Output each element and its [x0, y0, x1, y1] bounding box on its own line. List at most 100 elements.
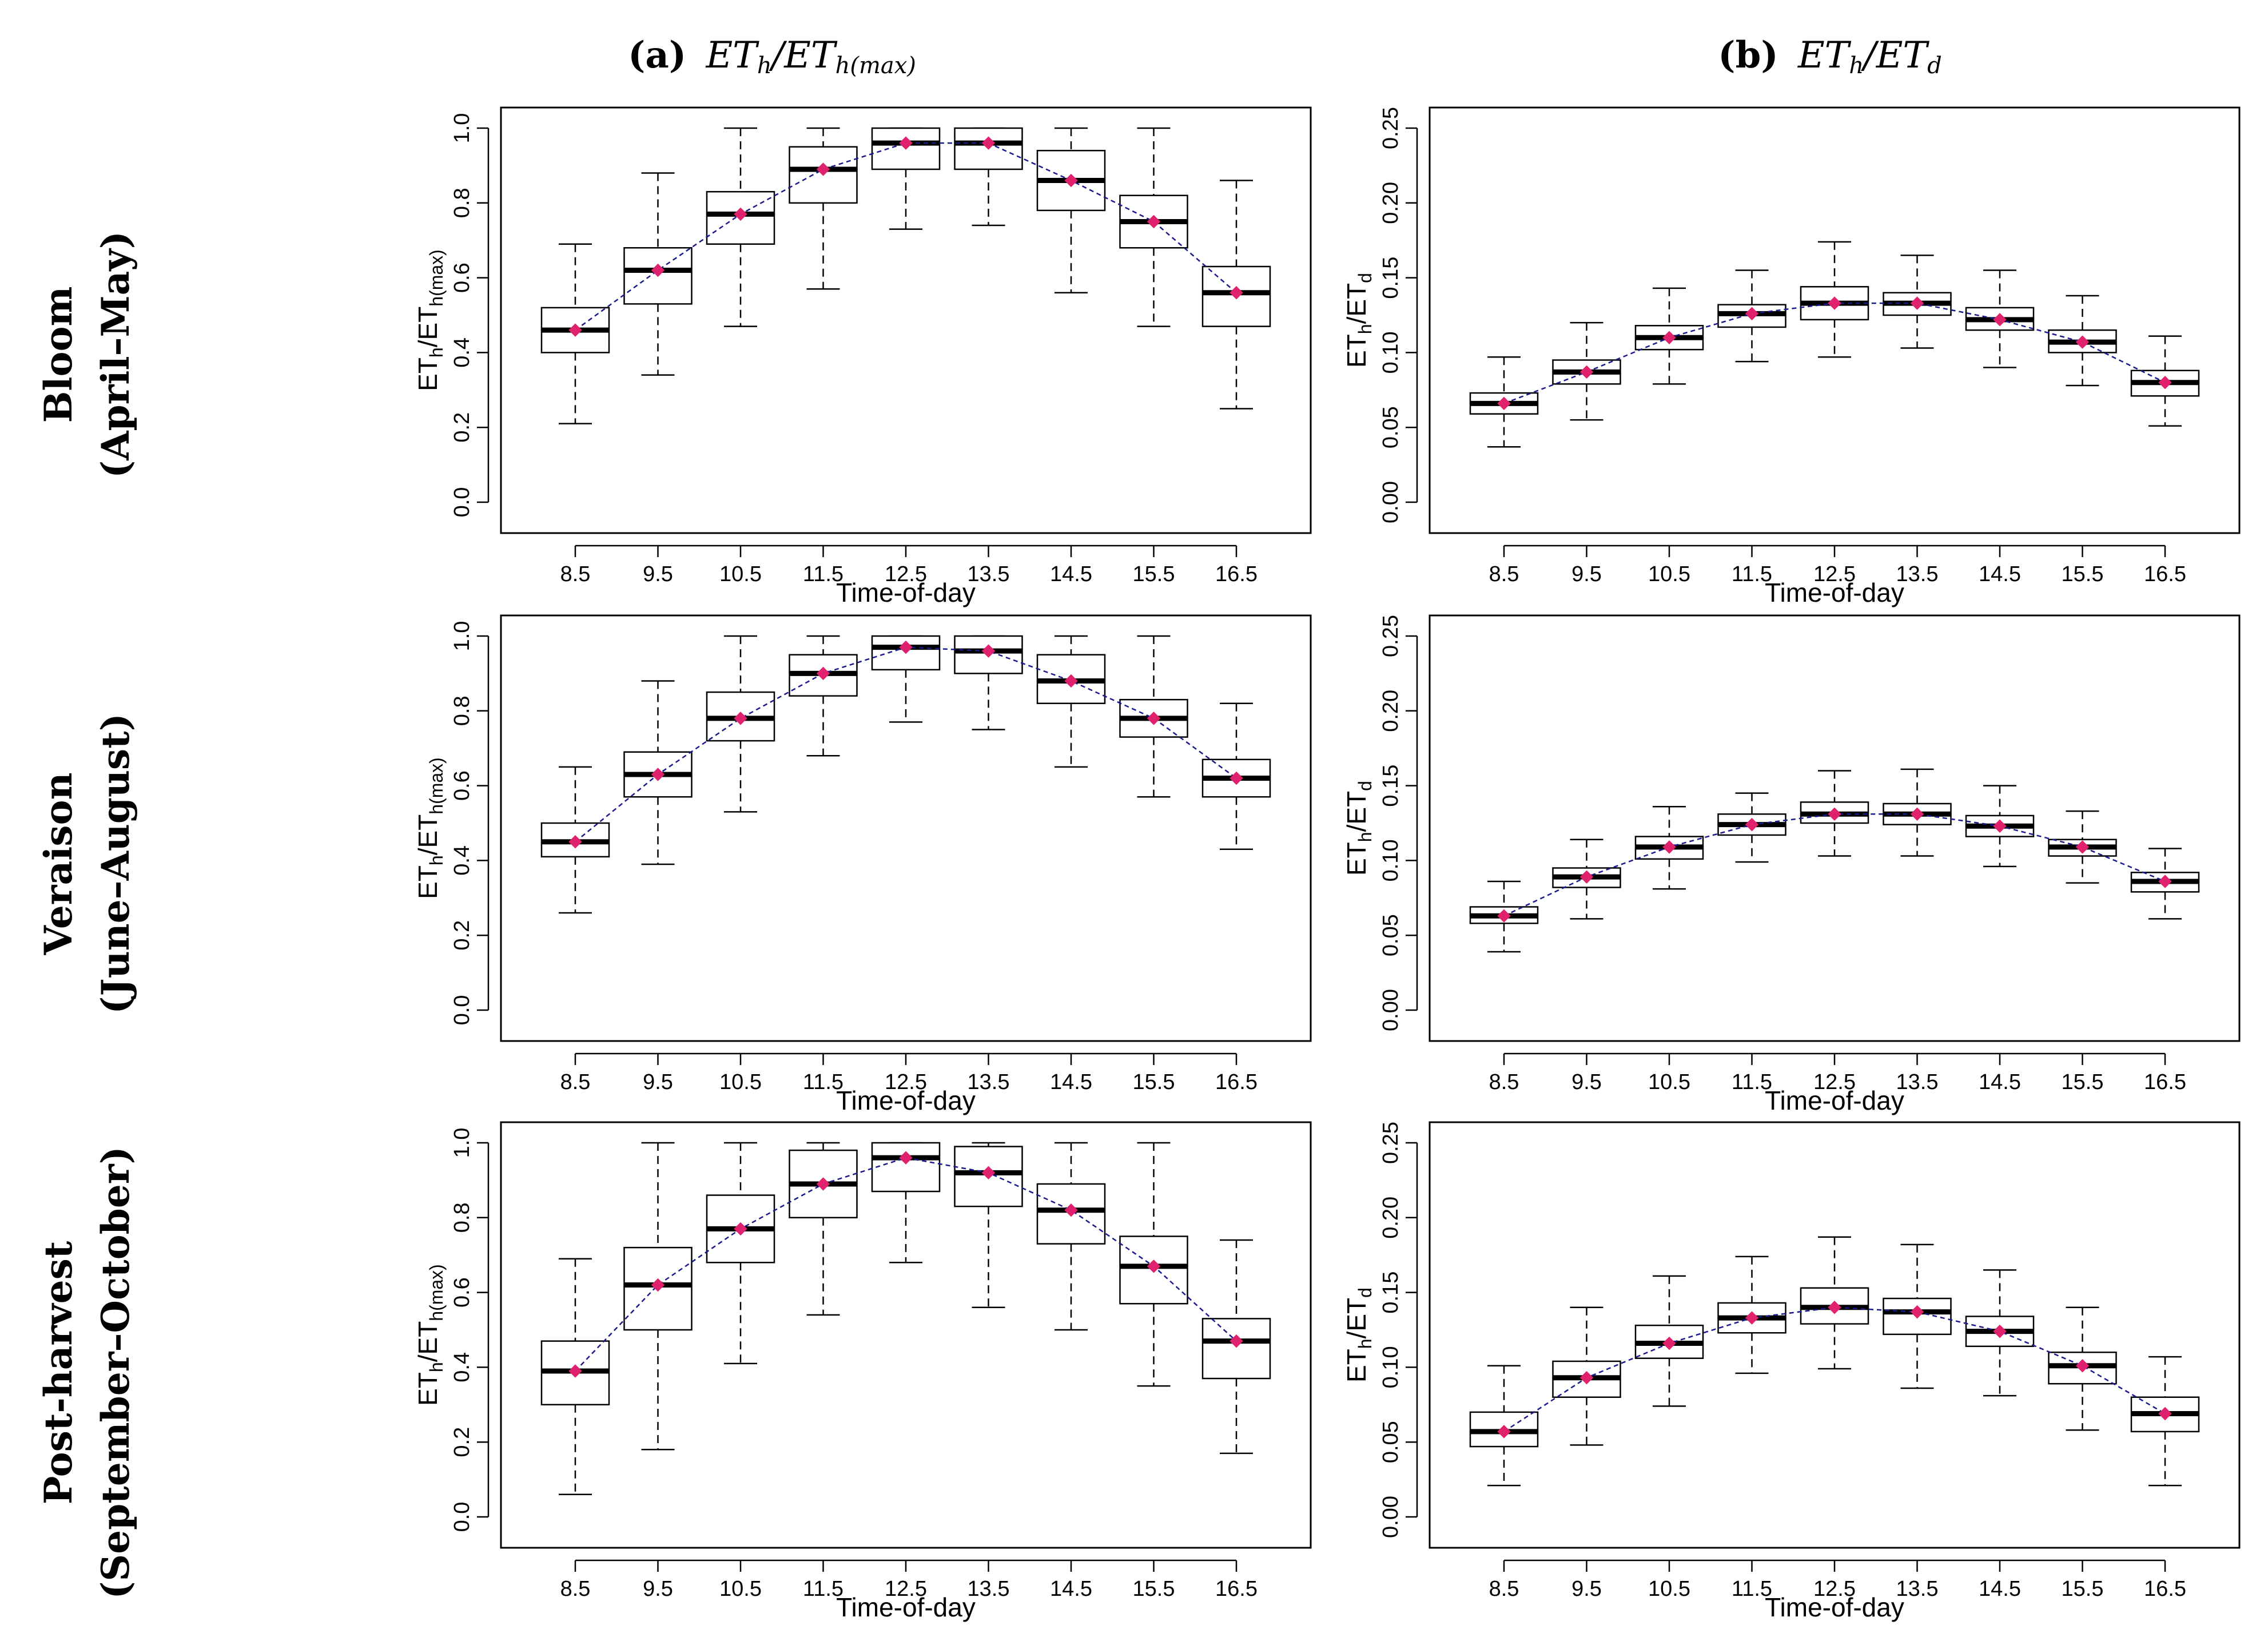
panel-post-harvest-a-x-label: Time-of-day [836, 1592, 976, 1622]
column-title-a: (a) ETh/ETh(max) [628, 34, 916, 79]
panel-post-harvest-b-x-tick-label: 9.5 [1571, 1577, 1602, 1601]
panel-veraison-b-mean-marker [2158, 875, 2172, 888]
column-title-b: (b) ETh/ETd [1718, 34, 1941, 79]
panel-bloom-a-mean-marker [1230, 286, 1243, 300]
panel-bloom-b-mean-marker [1745, 307, 1759, 321]
panel-bloom-a-mean-marker [1147, 214, 1161, 229]
panel-veraison-a-mean-marker [899, 640, 913, 654]
panel-post-harvest-b-mean-marker [2158, 1406, 2172, 1421]
panel-post-harvest-b-y-tick-label: 0.10 [1379, 1346, 1403, 1388]
panel-veraison-b: 0.00 0.05 0.10 0.15 0.20 0.25 8.5 9.5 10.5 11.5 12… [1342, 614, 2241, 1115]
panel-bloom-a-frame [500, 106, 1312, 534]
panel-veraison-b-mean-marker [1910, 807, 1924, 821]
box-iqr [1201, 1318, 1271, 1380]
panel-veraison-b-x-tick-label: 14.5 [1979, 1070, 2021, 1094]
panel-bloom-a-x-tick-label: 14.5 [1050, 562, 1092, 586]
panel-bloom-a-y-tick-label: 0.8 [450, 188, 474, 218]
panel-post-harvest-a-x-tick-label: 14.5 [1050, 1577, 1092, 1601]
panel-bloom-a-x-label: Time-of-day [836, 578, 976, 607]
panel-post-harvest-b-x-tick-label: 13.5 [1896, 1577, 1939, 1601]
panel-bloom-a-mean-marker [899, 136, 913, 150]
panel-post-harvest-b-mean-trend-line [1503, 1306, 2166, 1432]
panel-post-harvest-a-y-tick-label: 0.2 [450, 1427, 474, 1457]
panel-veraison-b-x-tick-label: 9.5 [1571, 1070, 1602, 1094]
panel-post-harvest-b-box-9.5 [1552, 1306, 1621, 1446]
panel-veraison-b-x-label: Time-of-day [1765, 1086, 1904, 1115]
panel-veraison-a-x-tick-label: 15.5 [1133, 1070, 1175, 1094]
column-title-b-sub2: d [1927, 53, 1942, 79]
panel-bloom-a: 0.0 0.2 0.4 0.6 0.8 1.0 8.5 9.5 10.5 11.5 12.5 13.5… [413, 106, 1312, 607]
panel-bloom-b-x-tick-label: 10.5 [1648, 562, 1690, 586]
row-title-veraison-line2: (June–August) [93, 713, 138, 1014]
row-title-post-harvest-line2: (September–October) [93, 1146, 138, 1599]
panel-post-harvest-b-y-tick-label: 0.00 [1379, 1496, 1403, 1538]
panel-bloom-a-y-tick-label: 0.0 [450, 487, 474, 518]
panel-post-harvest-a-mean-marker [1064, 1203, 1078, 1217]
panel-veraison-b-y-tick-label: 0.15 [1379, 765, 1403, 807]
panel-bloom-a-y-tick-label: 1.0 [450, 113, 474, 144]
panel-post-harvest-b-x-tick-label: 8.5 [1489, 1577, 1519, 1601]
panel-post-harvest-a-box-10.5 [706, 1142, 775, 1365]
panel-post-harvest-a-mean-marker [651, 1278, 665, 1292]
panel-post-harvest-a-x-tick-label: 9.5 [643, 1577, 673, 1601]
panel-post-harvest-a-y-tick-label: 0.4 [450, 1352, 474, 1382]
panel-post-harvest-b: 0.00 0.05 0.10 0.15 0.20 0.25 8.5 9.5 10.5 11.5 12… [1342, 1121, 2241, 1622]
panel-bloom-b-x-tick-label: 12.5 [1813, 562, 1856, 586]
panel-bloom-b-x-tick-label: 15.5 [2062, 562, 2104, 586]
panel-bloom-a-mean-marker [981, 136, 996, 150]
panel-post-harvest-a-mean-trend-line [575, 1157, 1237, 1372]
panel-veraison-a-y-tick-label: 0.4 [450, 845, 474, 876]
panel-bloom-b-y-tick-label: 0.25 [1379, 107, 1403, 149]
box-iqr [871, 1142, 941, 1193]
panel-veraison-b-x-tick-label: 11.5 [1732, 1070, 1772, 1094]
panel-bloom-b-frame [1429, 106, 2241, 534]
panel-veraison-a-box-11.5 [789, 635, 858, 757]
panel-veraison-a-y-tick-label: 0.8 [450, 696, 474, 726]
panel-bloom-a-mean-marker [1064, 173, 1078, 188]
panel-post-harvest-b-mean-marker [1910, 1305, 1924, 1319]
panel-veraison-a-mean-marker [1147, 712, 1161, 725]
panel-veraison-b-mean-marker [1828, 807, 1841, 821]
panel-veraison-a-x-tick-label: 8.5 [560, 1070, 591, 1094]
panel-bloom-b-mean-marker [2075, 335, 2090, 349]
panel-veraison-a-x-tick-label: 13.5 [968, 1070, 1010, 1094]
panel-post-harvest-b-x-tick-label: 16.5 [2144, 1577, 2186, 1601]
panel-veraison-a-x-tick-label: 14.5 [1050, 1070, 1092, 1094]
panel-post-harvest-b-frame [1429, 1121, 2241, 1549]
panel-bloom-b-x-tick-label: 16.5 [2144, 562, 2186, 586]
panel-post-harvest-b-x-tick-label: 12.5 [1813, 1577, 1856, 1601]
row-title-post-harvest: Post-harvest (September–October) [36, 1146, 138, 1599]
panel-veraison-b-y-label: ETh/ETd [1342, 781, 1375, 876]
panel-post-harvest-b-x-tick-label: 14.5 [1979, 1577, 2021, 1601]
panel-post-harvest-b-y-label: ETh/ETd [1342, 1288, 1375, 1382]
panel-post-harvest-b-mean-marker [1745, 1311, 1759, 1325]
panel-post-harvest-b-mean-marker [1828, 1301, 1841, 1314]
panel-veraison-a-x-tick-label: 11.5 [803, 1070, 843, 1094]
panel-post-harvest-a: 0.0 0.2 0.4 0.6 0.8 1.0 8.5 9.5 10.5 11.5 12.5 13.5… [413, 1121, 1312, 1622]
panel-post-harvest-b-mean-marker [1662, 1336, 1676, 1350]
panel-veraison-a: 0.0 0.2 0.4 0.6 0.8 1.0 8.5 9.5 10.5 11.5 12.5 13.5… [413, 614, 1312, 1115]
panel-bloom-a-x-tick-label: 10.5 [719, 562, 762, 586]
panel-post-harvest-b-y-tick-label: 0.20 [1379, 1197, 1403, 1239]
panel-veraison-b-x-tick-label: 10.5 [1648, 1070, 1690, 1094]
panel-veraison-b-x-tick-label: 13.5 [1896, 1070, 1939, 1094]
panel-bloom-b-x-tick-label: 14.5 [1979, 562, 2021, 586]
panel-bloom-b-x-tick-label: 13.5 [1896, 562, 1939, 586]
panel-post-harvest-b-x-tick-label: 15.5 [2062, 1577, 2104, 1601]
panel-bloom-a-box-8.5 [540, 243, 610, 424]
panel-veraison-b-mean-marker [1662, 840, 1676, 854]
column-title-a-sub: h [757, 53, 772, 79]
panel-veraison-a-x-tick-label: 9.5 [643, 1070, 673, 1094]
panel-bloom-b-mean-marker [1993, 313, 2007, 327]
column-title-b-slash: /ET [1860, 34, 1929, 77]
panel-veraison-b-x-tick-label: 8.5 [1489, 1070, 1519, 1094]
panel-bloom-a-box-14.5 [1036, 127, 1106, 294]
panel-post-harvest-a-mean-marker [899, 1151, 913, 1165]
panel-bloom-a-mean-trend-line [575, 142, 1237, 331]
panel-post-harvest-a-y-label: ETh/ETh(max) [413, 1264, 447, 1406]
panel-bloom-a-y-tick-label: 0.4 [450, 337, 474, 368]
panel-bloom-b-x-tick-label: 11.5 [1732, 562, 1772, 586]
panel-post-harvest-a-y-tick-label: 0.0 [450, 1502, 474, 1532]
panel-bloom-b-y-label: ETh/ETd [1342, 273, 1375, 368]
panel-bloom-a-y-tick-label: 0.6 [450, 263, 474, 293]
